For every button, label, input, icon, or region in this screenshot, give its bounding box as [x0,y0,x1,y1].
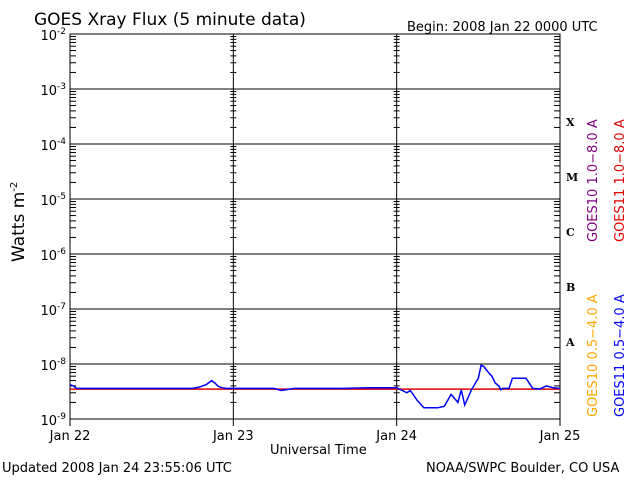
flare-class-M: M [566,171,578,184]
y-tick-base: 10 [40,84,57,99]
y-tick-exponent: -3 [57,82,66,92]
decade-gridlines [70,36,560,403]
y-tick-base: 10 [40,194,57,209]
y-tick-label: 10-5 [40,192,66,209]
y-tick-exponent: -2 [57,27,66,37]
y-tick-exponent: -5 [57,192,66,202]
x-tick-label: Jan 25 [539,429,581,444]
y-tick-base: 10 [40,359,57,374]
day-divider-ticks [69,34,561,426]
y-axis-label-text: Watts m [9,192,29,262]
plot-frame [69,33,561,420]
flare-class-B: B [566,281,575,294]
y-tick-base: 10 [40,249,57,264]
y-tick-label: 10-8 [40,357,66,374]
y-tick-exponent: -9 [57,412,66,422]
begin-time: Begin: 2008 Jan 22 0000 UTC [407,20,598,35]
y-tick-base: 10 [40,139,57,154]
updated-time: Updated 2008 Jan 24 23:55:06 UTC [2,461,232,476]
x-tick-label: Jan 22 [49,429,91,444]
y-tick-exponent: -4 [57,137,66,147]
legend-entry: GOES11 1.0−8.0 A [613,119,628,242]
x-axis-label: Universal Time [270,443,367,458]
y-tick-label: 10-9 [40,412,66,429]
y-tick-label: 10-7 [40,302,66,319]
y-tick-label: 10-3 [40,82,66,99]
y-tick-exponent: -7 [57,302,66,312]
legend-entry: GOES10 1.0−8.0 A [586,119,601,242]
credit: NOAA/SWPC Boulder, CO USA [426,461,619,476]
plot-border [69,33,561,420]
y-tick-label: 10-2 [40,27,66,44]
y-axis-label: Watts m-2 [9,182,29,262]
flare-class-A: A [565,336,575,349]
y-tick-label: 10-4 [40,137,66,154]
y-tick-base: 10 [40,304,57,319]
y-tick-base: 10 [40,414,57,429]
y-tick-exponent: -8 [57,357,66,367]
flare-class-C: C [566,226,575,239]
x-tick-label: Jan 23 [212,429,254,444]
chart-title: GOES Xray Flux (5 minute data) [34,10,306,30]
legend: GOES10 1.0−8.0 A GOES11 1.0−8.0 A GOES10 0… [586,119,628,417]
x-tick-labels: Jan 22 Jan 23 Jan 24 Jan 25 [49,429,581,444]
flare-class-labels: X M C B A [565,116,578,349]
series-lines [69,364,561,409]
y-tick-base: 10 [40,29,57,44]
x-tick-label: Jan 24 [375,429,417,444]
y-tick-exponent: -6 [57,247,66,257]
y-axis-label-exponent: -2 [9,182,20,192]
series-line [69,364,561,409]
legend-entry: GOES10 0.5−4.0 A [586,294,601,417]
y-tick-label: 10-6 [40,247,66,264]
y-tick-labels: 10-210-310-410-510-610-710-810-9 [40,27,66,429]
flare-class-X: X [566,116,575,129]
legend-entry: GOES11 0.5−4.0 A [613,294,628,417]
